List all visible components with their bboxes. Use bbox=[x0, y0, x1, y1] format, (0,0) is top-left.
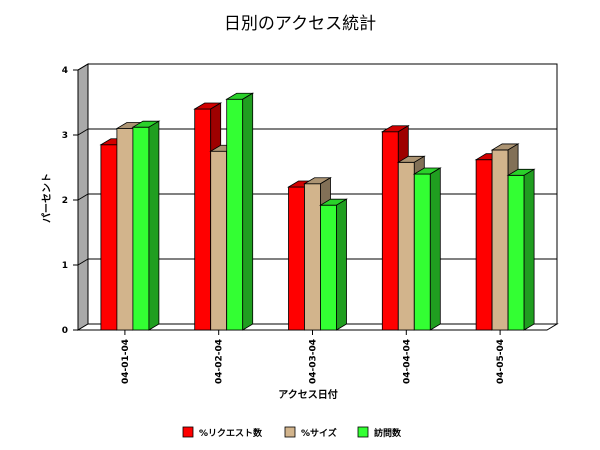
legend-swatch bbox=[357, 426, 369, 438]
legend-label: %リクエスト数 bbox=[199, 427, 263, 439]
bar-front bbox=[397, 161, 415, 331]
legend-swatch bbox=[182, 426, 194, 438]
bar-front bbox=[288, 186, 305, 331]
bar bbox=[506, 168, 536, 331]
y-tick-label: 0 bbox=[62, 326, 68, 336]
bar-side bbox=[429, 167, 441, 331]
bar-front bbox=[100, 144, 118, 331]
bar-side bbox=[523, 168, 535, 331]
bar-front bbox=[507, 174, 525, 331]
bar bbox=[412, 167, 442, 331]
bar-front bbox=[116, 128, 134, 331]
gridline-side bbox=[77, 128, 89, 136]
bar bbox=[319, 198, 348, 331]
x-tick-label: 04-05-04 bbox=[496, 339, 506, 384]
x-tick-label: 04-02-04 bbox=[215, 339, 225, 384]
bar-front bbox=[413, 173, 431, 331]
bar-front bbox=[226, 98, 244, 331]
bar bbox=[131, 120, 161, 331]
bar-side bbox=[336, 198, 347, 331]
legend-swatch bbox=[284, 426, 296, 438]
y-tick-label: 2 bbox=[62, 196, 68, 206]
x-tick-label: 04-01-04 bbox=[121, 339, 131, 384]
bar-front bbox=[210, 150, 228, 331]
chart-title: 日別のアクセス統計 bbox=[224, 14, 376, 34]
legend-label: %サイズ bbox=[301, 427, 337, 439]
bar-side bbox=[148, 120, 160, 331]
bar-front bbox=[194, 108, 212, 331]
y-tick-label: 4 bbox=[62, 66, 68, 76]
bar-front bbox=[381, 131, 399, 331]
y-tick-label: 1 bbox=[62, 261, 68, 271]
x-axis-label: アクセス日付 bbox=[278, 388, 338, 401]
gridline-side bbox=[77, 258, 89, 266]
legend-label: 訪問数 bbox=[374, 427, 402, 439]
plot-area: 0 1 2 3 4 04-01-04 04-02-04 04-03-04 04-04-04 04-… bbox=[62, 63, 559, 384]
bar bbox=[225, 92, 255, 331]
bar-front bbox=[475, 159, 493, 331]
x-tick-label: 04-03-04 bbox=[309, 339, 319, 384]
gridline-side bbox=[77, 193, 89, 201]
y-tick-label: 3 bbox=[62, 131, 68, 141]
legend: %リクエスト数 %サイズ 訪問数 bbox=[182, 426, 402, 439]
bar-side bbox=[242, 92, 254, 331]
gridline-side bbox=[77, 63, 89, 71]
y-axis-label: パーセント bbox=[41, 173, 53, 223]
x-tick-label: 04-04-04 bbox=[402, 339, 412, 384]
bar-front bbox=[491, 149, 509, 331]
bar-front bbox=[320, 204, 337, 331]
bar-front bbox=[132, 126, 150, 331]
bar-front bbox=[304, 183, 321, 331]
